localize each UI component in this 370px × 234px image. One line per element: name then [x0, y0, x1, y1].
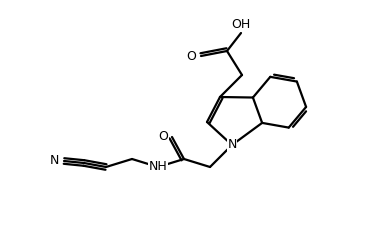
Text: NH: NH: [149, 161, 167, 173]
Text: O: O: [158, 131, 168, 143]
Text: N: N: [50, 154, 59, 168]
Text: O: O: [186, 50, 196, 62]
Text: N: N: [227, 139, 237, 151]
Text: OH: OH: [231, 18, 250, 31]
